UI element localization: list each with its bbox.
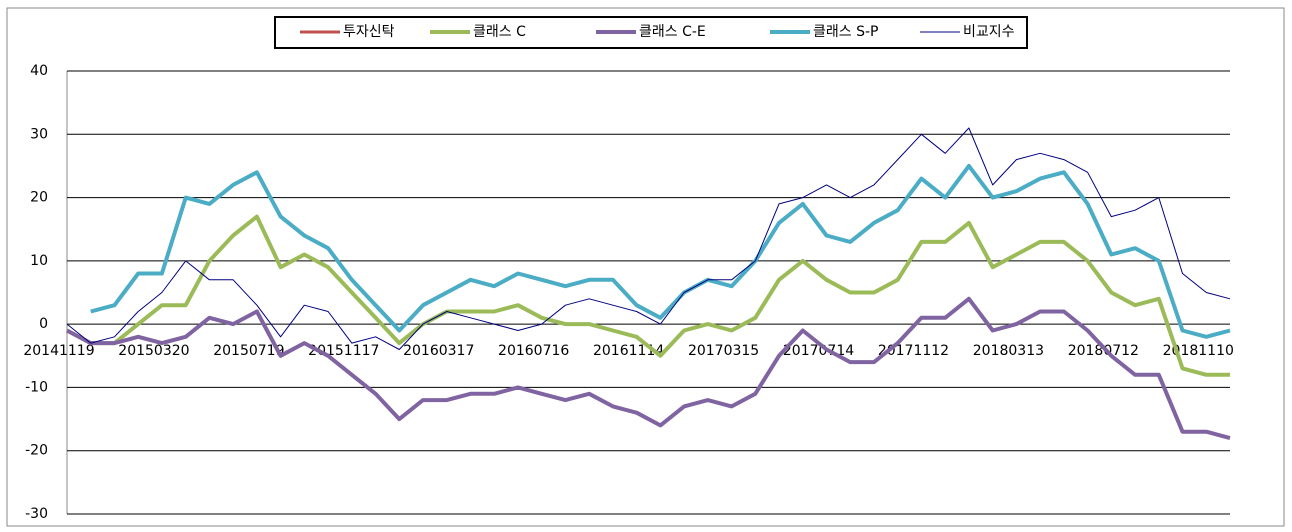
x-tick-label: 20180712 [1068,343,1139,359]
legend-label: 클래스 C [473,24,526,40]
y-tick-label: -10 [25,379,48,395]
x-tick-label: 20141119 [23,343,94,359]
series-line [66,127,1231,350]
y-tick-label: -20 [25,443,48,459]
series-line [66,214,1230,377]
y-tick-label: 30 [30,126,48,142]
x-tick-label: 20150719 [213,343,284,359]
y-tick-label: -30 [25,506,48,522]
y-tick-label: 0 [39,316,48,332]
x-tick-label: 20150320 [118,343,189,359]
legend-label: 클래스 S-P [813,24,878,40]
series-line [90,163,1231,339]
chart-border [6,7,1285,527]
y-tick-label: 40 [30,63,48,79]
legend-label: 투자신탁 [343,24,395,40]
y-tick-label: 10 [30,253,48,269]
x-tick-label: 20181110 [1163,343,1234,359]
x-tick-label: 20160716 [498,343,569,359]
legend-box [274,16,1028,49]
x-tick-label: 20160317 [403,343,474,359]
x-tick-label: 20170315 [688,343,759,359]
series-line [66,296,1231,441]
x-tick-label: 20180313 [973,343,1044,359]
legend-label: 비교지수 [963,24,1015,40]
y-tick-label: 20 [30,190,48,206]
legend-label: 클래스 C-E [639,24,706,40]
